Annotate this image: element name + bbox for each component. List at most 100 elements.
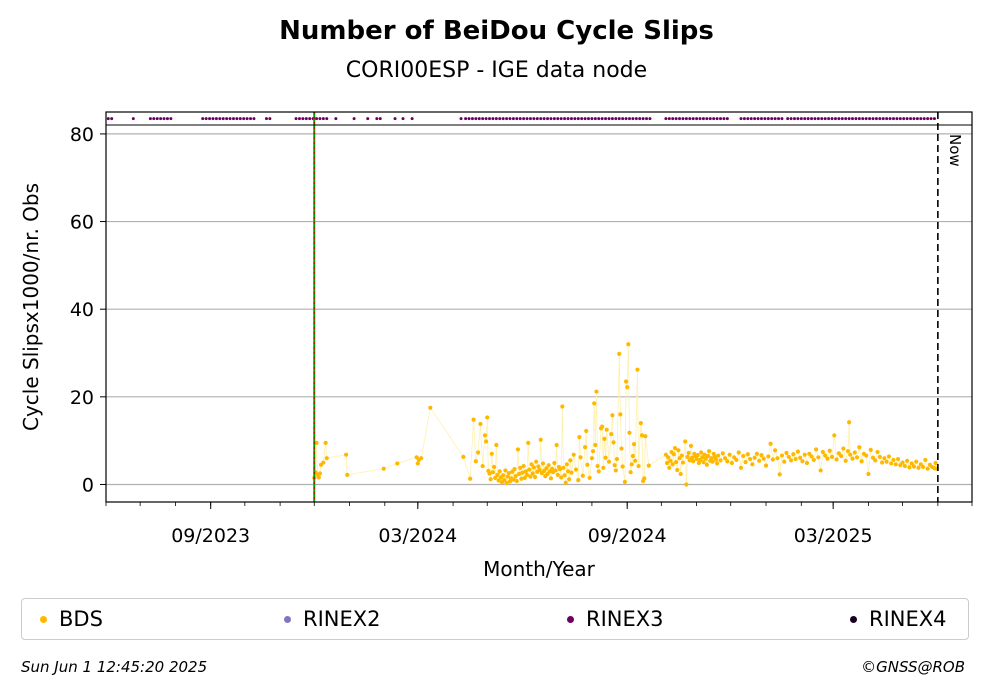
rinex3-point — [667, 117, 671, 121]
bds-point — [381, 466, 386, 471]
bds-point — [589, 456, 595, 461]
bds-point — [604, 427, 609, 432]
bds-point — [816, 455, 821, 460]
rinex3-point — [318, 117, 322, 121]
bds-point — [596, 469, 601, 474]
bds-point — [770, 457, 775, 462]
bds-point — [773, 448, 778, 453]
rinex3-point — [501, 117, 505, 121]
bds-point — [582, 445, 588, 450]
bds-point — [675, 467, 680, 473]
rinex3-point — [919, 117, 923, 121]
bds-point — [864, 453, 869, 458]
bds-point — [893, 462, 898, 467]
bds-point — [526, 440, 531, 445]
bds-point — [841, 446, 846, 451]
bds-point — [468, 476, 473, 481]
bds-point — [461, 454, 466, 459]
rinex3-point — [106, 117, 110, 121]
rinex3-point — [861, 117, 865, 121]
bds-point — [577, 435, 582, 440]
bds-point — [606, 459, 612, 464]
ytick-label: 80 — [70, 124, 94, 146]
bds-point — [839, 453, 844, 459]
bds-point — [602, 436, 607, 441]
bds-point — [489, 451, 494, 456]
bds-point — [625, 385, 630, 390]
rinex3-point — [847, 117, 851, 121]
rinex3-point — [854, 117, 858, 121]
bds-point — [531, 465, 536, 470]
rinex3-point — [375, 117, 379, 121]
xtick-label: 03/2024 — [378, 525, 457, 547]
bds-point — [620, 464, 625, 469]
rinex3-point — [915, 117, 919, 121]
bds-point — [709, 456, 714, 461]
bds-point — [933, 460, 938, 466]
bds-point — [520, 470, 525, 475]
bds-points — [312, 342, 939, 487]
rinex3-point — [684, 117, 688, 121]
rinex3-point — [321, 117, 325, 121]
rinex3-point — [552, 117, 556, 121]
bds-point — [505, 474, 510, 479]
bds-point — [515, 447, 521, 452]
bds-point — [668, 458, 673, 463]
rinex3-point — [719, 117, 723, 121]
rinex3-point — [820, 117, 824, 121]
bds-point — [534, 459, 539, 464]
bds-point — [546, 463, 551, 468]
bds-point — [845, 449, 851, 454]
bds-point — [820, 449, 826, 455]
rinex3-point — [583, 117, 587, 121]
rinex3-point — [695, 117, 699, 121]
bds-point — [314, 440, 319, 445]
legend-marker-rinex2 — [284, 615, 291, 623]
rinex3-point — [715, 117, 719, 121]
rinex3-point — [739, 117, 743, 121]
bds-point — [549, 466, 555, 471]
rinex3-point — [885, 117, 889, 121]
bds-point — [609, 431, 614, 437]
xtick-label: 03/2025 — [794, 525, 873, 547]
rinex3-point — [827, 117, 831, 121]
rinex3-point — [532, 117, 536, 121]
rinex3-point — [325, 117, 329, 121]
bds-point — [518, 465, 523, 470]
bds-point — [750, 462, 755, 467]
bds-point — [576, 477, 581, 483]
bds-point — [428, 405, 433, 410]
bds-point — [813, 447, 819, 452]
rinex3-point — [851, 117, 855, 121]
rinex3-point — [780, 117, 784, 121]
rinex3-point — [806, 117, 810, 121]
bds-point — [761, 456, 766, 461]
bds-point — [494, 442, 499, 448]
bds-point — [701, 460, 706, 465]
rinex3-point — [597, 117, 601, 121]
bds-point — [920, 464, 926, 470]
bds-series-line — [313, 344, 938, 485]
rinex3-point — [777, 117, 781, 121]
bds-point — [571, 452, 576, 457]
rinex3-point — [155, 117, 159, 121]
rinex3-point — [459, 117, 463, 121]
bds-point — [548, 476, 554, 481]
rinex3-point — [252, 117, 256, 121]
bds-point — [415, 461, 420, 466]
vertical-markers: Now — [313, 112, 964, 502]
rinex3-point — [593, 117, 597, 121]
bds-point — [916, 465, 921, 470]
rinex3-point — [786, 117, 790, 121]
bds-point — [563, 480, 568, 485]
bds-point — [536, 464, 541, 469]
rinex3-point — [773, 117, 777, 121]
rinex3-point — [542, 117, 546, 121]
rinex3-point — [705, 117, 709, 121]
rinex3-point — [208, 117, 212, 121]
rinex3-point — [895, 117, 899, 121]
bds-point — [395, 461, 400, 466]
rinex3-point — [874, 117, 878, 121]
rinex3-point — [580, 117, 584, 121]
bds-point — [798, 455, 803, 460]
